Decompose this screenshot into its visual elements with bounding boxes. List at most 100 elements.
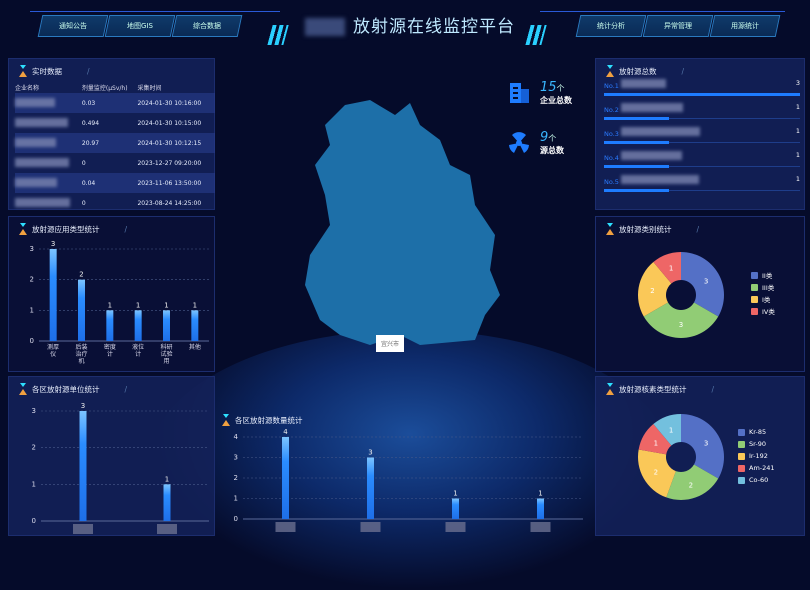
ranking-item[interactable]: No.3 1 bbox=[604, 127, 800, 144]
bar bbox=[367, 457, 374, 519]
legend-item[interactable]: Co-60 bbox=[738, 474, 775, 486]
ranking-item[interactable]: No.2 1 bbox=[604, 103, 800, 120]
time-value: 2023-12-27 09:20:00 bbox=[137, 159, 202, 167]
category-donut-chart: 3 3 2 1 bbox=[638, 252, 724, 338]
legend-label: Sr-90 bbox=[749, 440, 766, 448]
legend-item[interactable]: III类 bbox=[751, 281, 775, 293]
slice-label: 3 bbox=[704, 278, 708, 286]
legend-swatch bbox=[751, 307, 758, 315]
bar bbox=[106, 310, 114, 341]
dose-value: 0 bbox=[81, 199, 86, 207]
title-text: 放射源在线监控平台 bbox=[353, 17, 515, 37]
nav-label: 统计分析 bbox=[597, 22, 625, 30]
map-city-label[interactable]: 宜兴市 bbox=[376, 335, 405, 352]
header-line bbox=[540, 11, 785, 12]
legend-item[interactable]: Sr-90 bbox=[738, 438, 775, 450]
table-row[interactable]: 0.04 2023-11-06 13:50:00 bbox=[15, 173, 215, 193]
y-tick-label: 1 bbox=[32, 480, 36, 488]
rank-number: No.5 bbox=[604, 178, 619, 186]
stat-enterprises: 15个 企业总数 bbox=[508, 80, 572, 106]
table-row[interactable]: 0 2023-08-24 14:25:00 bbox=[15, 193, 215, 213]
nav-label: 用源统计 bbox=[731, 22, 759, 30]
pie-slice bbox=[653, 414, 681, 446]
ranking-item[interactable]: No.1 3 bbox=[604, 79, 800, 96]
ranking-item[interactable]: No.4 1 bbox=[604, 151, 800, 168]
pie-slice bbox=[638, 262, 672, 317]
x-tick-label: 机 bbox=[78, 357, 84, 365]
x-tick-label: 密度 bbox=[104, 343, 116, 351]
slice-label: 1 bbox=[669, 265, 673, 273]
table-row[interactable]: 20.97 2024-01-30 10:12:15 bbox=[15, 133, 215, 153]
legend-item[interactable]: Am-241 bbox=[738, 462, 775, 474]
legend-item[interactable]: Kr-85 bbox=[738, 426, 775, 438]
enterprise-count: 15 bbox=[540, 80, 557, 95]
legend-swatch bbox=[738, 452, 745, 460]
stat-sources: 9个 源总数 bbox=[508, 130, 564, 156]
col-time: 采集时间 bbox=[137, 84, 162, 92]
rank-track bbox=[604, 93, 800, 96]
legend-item[interactable]: II类 bbox=[751, 269, 775, 281]
rank-bar bbox=[604, 141, 670, 144]
legend-label: Ir-192 bbox=[749, 452, 768, 460]
legend-swatch bbox=[738, 476, 745, 484]
enterprise-name-blurred bbox=[15, 113, 82, 133]
rank-track bbox=[604, 165, 800, 168]
title-text: 实时数据 bbox=[32, 66, 62, 76]
x-label-blurred bbox=[530, 522, 551, 532]
x-tick-label: 试验 bbox=[160, 350, 172, 358]
pie-slice bbox=[666, 464, 719, 500]
hourglass-icon bbox=[606, 223, 614, 235]
enterprise-name-blurred bbox=[15, 93, 82, 113]
nav-notice[interactable]: 通知公告 bbox=[37, 15, 109, 37]
name-blurred bbox=[621, 175, 700, 184]
table-row[interactable]: 0.03 2024-01-30 10:16:00 bbox=[15, 93, 215, 113]
title-text: 各区放射源单位统计 bbox=[32, 384, 100, 394]
legend-swatch bbox=[738, 464, 745, 472]
x-label-blurred bbox=[157, 524, 177, 534]
enterprise-name-blurred bbox=[15, 173, 82, 193]
decor-stripes-icon bbox=[525, 25, 547, 45]
district-units-bar-chart: 0 1 2 3 3 1 bbox=[32, 402, 209, 534]
ranking-panel: 放射源总数 / No.1 3 No.2 1 No.3 1 No.4 1 No.5 1 bbox=[595, 58, 805, 210]
pie-slice bbox=[643, 302, 719, 338]
data-label: 3 bbox=[51, 240, 55, 248]
nav-anomaly[interactable]: 异常管理 bbox=[642, 15, 714, 37]
rank-value: 1 bbox=[795, 103, 800, 111]
nav-overview-data[interactable]: 综合数据 bbox=[171, 15, 243, 37]
legend: II类 III类 I类 IV类 bbox=[751, 269, 775, 317]
enterprise-label: 企业总数 bbox=[540, 96, 572, 105]
pie-slice bbox=[653, 252, 681, 284]
rank-track bbox=[604, 117, 800, 120]
nav-statistics[interactable]: 统计分析 bbox=[575, 15, 647, 37]
legend-swatch bbox=[751, 271, 758, 279]
panel-title: 实时数据 / bbox=[19, 65, 90, 77]
hourglass-icon bbox=[19, 383, 27, 395]
legend-item[interactable]: I类 bbox=[751, 293, 775, 305]
x-tick-label: 科研 bbox=[160, 343, 172, 351]
map-shape[interactable] bbox=[305, 100, 500, 345]
ranking-item[interactable]: No.5 1 bbox=[604, 175, 800, 192]
pie-slice bbox=[638, 449, 676, 498]
nav-label: 异常管理 bbox=[664, 22, 692, 30]
name-blurred bbox=[621, 127, 701, 136]
slash-decor: / bbox=[711, 384, 715, 394]
map-region[interactable] bbox=[300, 95, 500, 350]
data-label: 1 bbox=[453, 490, 457, 498]
table-row[interactable]: 0.494 2024-01-30 10:15:00 bbox=[15, 113, 215, 133]
y-tick-label: 2 bbox=[30, 276, 34, 284]
table-row[interactable]: 0 2023-12-27 09:20:00 bbox=[15, 153, 215, 173]
panel-title: 各区放射源数量统计 bbox=[222, 414, 303, 426]
rank-number: No.3 bbox=[604, 130, 619, 138]
data-label: 1 bbox=[193, 301, 197, 309]
building-icon bbox=[510, 83, 529, 103]
nav-usage-stats[interactable]: 用源统计 bbox=[709, 15, 781, 37]
legend-item[interactable]: IV类 bbox=[751, 305, 775, 317]
time-value: 2024-01-30 10:16:00 bbox=[137, 93, 215, 113]
name-blurred bbox=[621, 79, 667, 88]
slice-label: 3 bbox=[704, 440, 708, 448]
bar bbox=[452, 498, 459, 519]
data-label: 2 bbox=[79, 271, 83, 279]
legend-item[interactable]: Ir-192 bbox=[738, 450, 775, 462]
nav-gis-map[interactable]: 地图GIS bbox=[104, 15, 176, 37]
